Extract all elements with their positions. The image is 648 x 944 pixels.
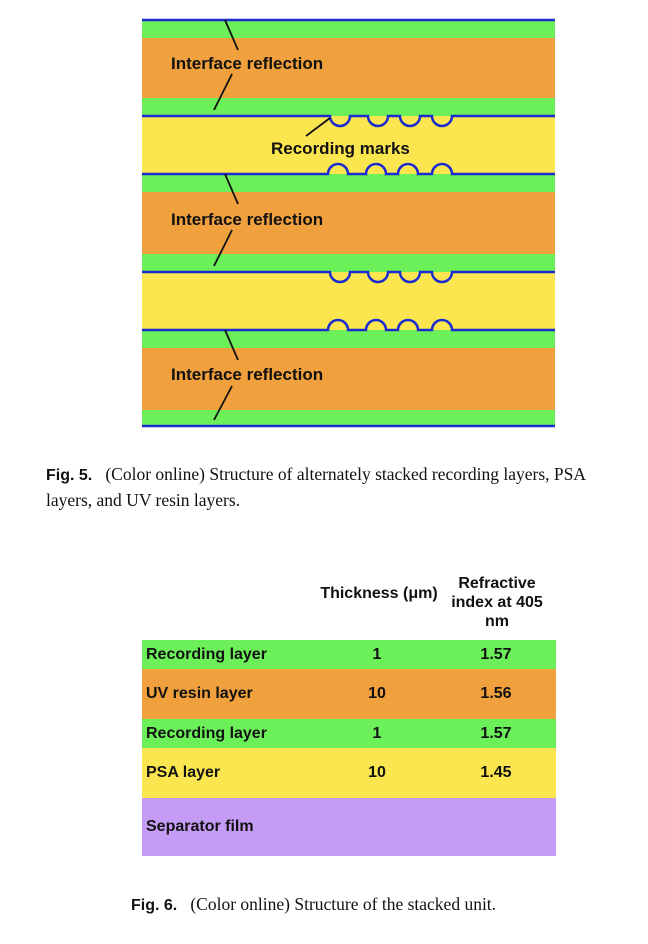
recording-layer-band: [142, 20, 555, 38]
interface-reflection-label: Interface reflection: [171, 54, 323, 73]
refractive-index-cell: 1.57: [480, 646, 512, 663]
pointer-line: [305, 117, 331, 137]
layer-name-cell: PSA layer: [146, 764, 221, 781]
pointer-line: [224, 19, 239, 51]
thickness-cell: 1: [372, 646, 382, 663]
figure-5-caption: Fig. 5. (Color online) Structure of alte…: [46, 462, 616, 512]
recording-layer-band: [142, 174, 555, 192]
figure-6-caption-text: (Color online) Structure of the stacked …: [190, 894, 497, 914]
thickness-cell: 1: [372, 725, 382, 742]
interface-line-with-marks: [142, 270, 555, 284]
refractive-index-cell: 1.45: [480, 764, 512, 781]
table-row: PSA layer 10 1.45: [142, 748, 556, 798]
interface-line-with-marks: [142, 162, 555, 176]
psa-layer-band: [142, 116, 555, 174]
thickness-cell: 10: [368, 764, 386, 781]
layer-name-cell: Recording layer: [146, 725, 267, 742]
table-row: Recording layer 1 1.57: [142, 719, 556, 748]
table-row: Separator film: [142, 798, 556, 856]
interface-reflection-label: Interface reflection: [171, 210, 323, 229]
pointer-line: [224, 173, 239, 205]
uv-resin-layer-band: [142, 348, 555, 410]
refractive-index-cell: 1.57: [480, 725, 512, 742]
refractive-index-header: Refractive index at 405 nm: [451, 575, 543, 630]
interface-reflection-label: Interface reflection: [171, 365, 323, 384]
uv-resin-layer-band: [142, 192, 555, 254]
recording-layer-band: [142, 410, 555, 426]
recording-layer-band: [142, 254, 555, 272]
recording-layer-band: [142, 98, 555, 116]
figure-6-number: Fig. 6.: [131, 897, 178, 914]
figure-6-caption: Fig. 6. (Color online) Structure of the …: [131, 892, 611, 918]
interface-line-with-marks: [142, 114, 555, 128]
pointer-line: [213, 385, 233, 421]
psa-layer-band: [142, 272, 555, 330]
layer-name-cell: UV resin layer: [146, 685, 253, 702]
figure-5-layer-diagram: Interface reflection Recording marks Int…: [142, 18, 555, 428]
layer-name-cell: Separator film: [146, 818, 254, 835]
table-row: Recording layer 1 1.57: [142, 640, 556, 669]
figure-5-number: Fig. 5.: [46, 467, 93, 484]
uv-resin-layer-band: [142, 38, 555, 98]
refractive-index-cell: 1.56: [480, 685, 512, 702]
figure-6-stacked-unit-table: Thickness (μm) Refractive index at 405 n…: [142, 570, 556, 860]
layer-name-cell: Recording layer: [146, 646, 267, 663]
thickness-header: Thickness (μm): [320, 585, 438, 602]
recording-layer-band: [142, 330, 555, 348]
figure-5-caption-text: (Color online) Structure of alternately …: [46, 464, 586, 510]
pointer-line: [213, 229, 233, 267]
thickness-cell: 10: [368, 685, 386, 702]
pointer-line: [213, 73, 233, 111]
table-row: UV resin layer 10 1.56: [142, 669, 556, 719]
pointer-line: [224, 329, 239, 361]
recording-marks-label: Recording marks: [271, 139, 410, 158]
interface-line-with-marks: [142, 318, 555, 332]
